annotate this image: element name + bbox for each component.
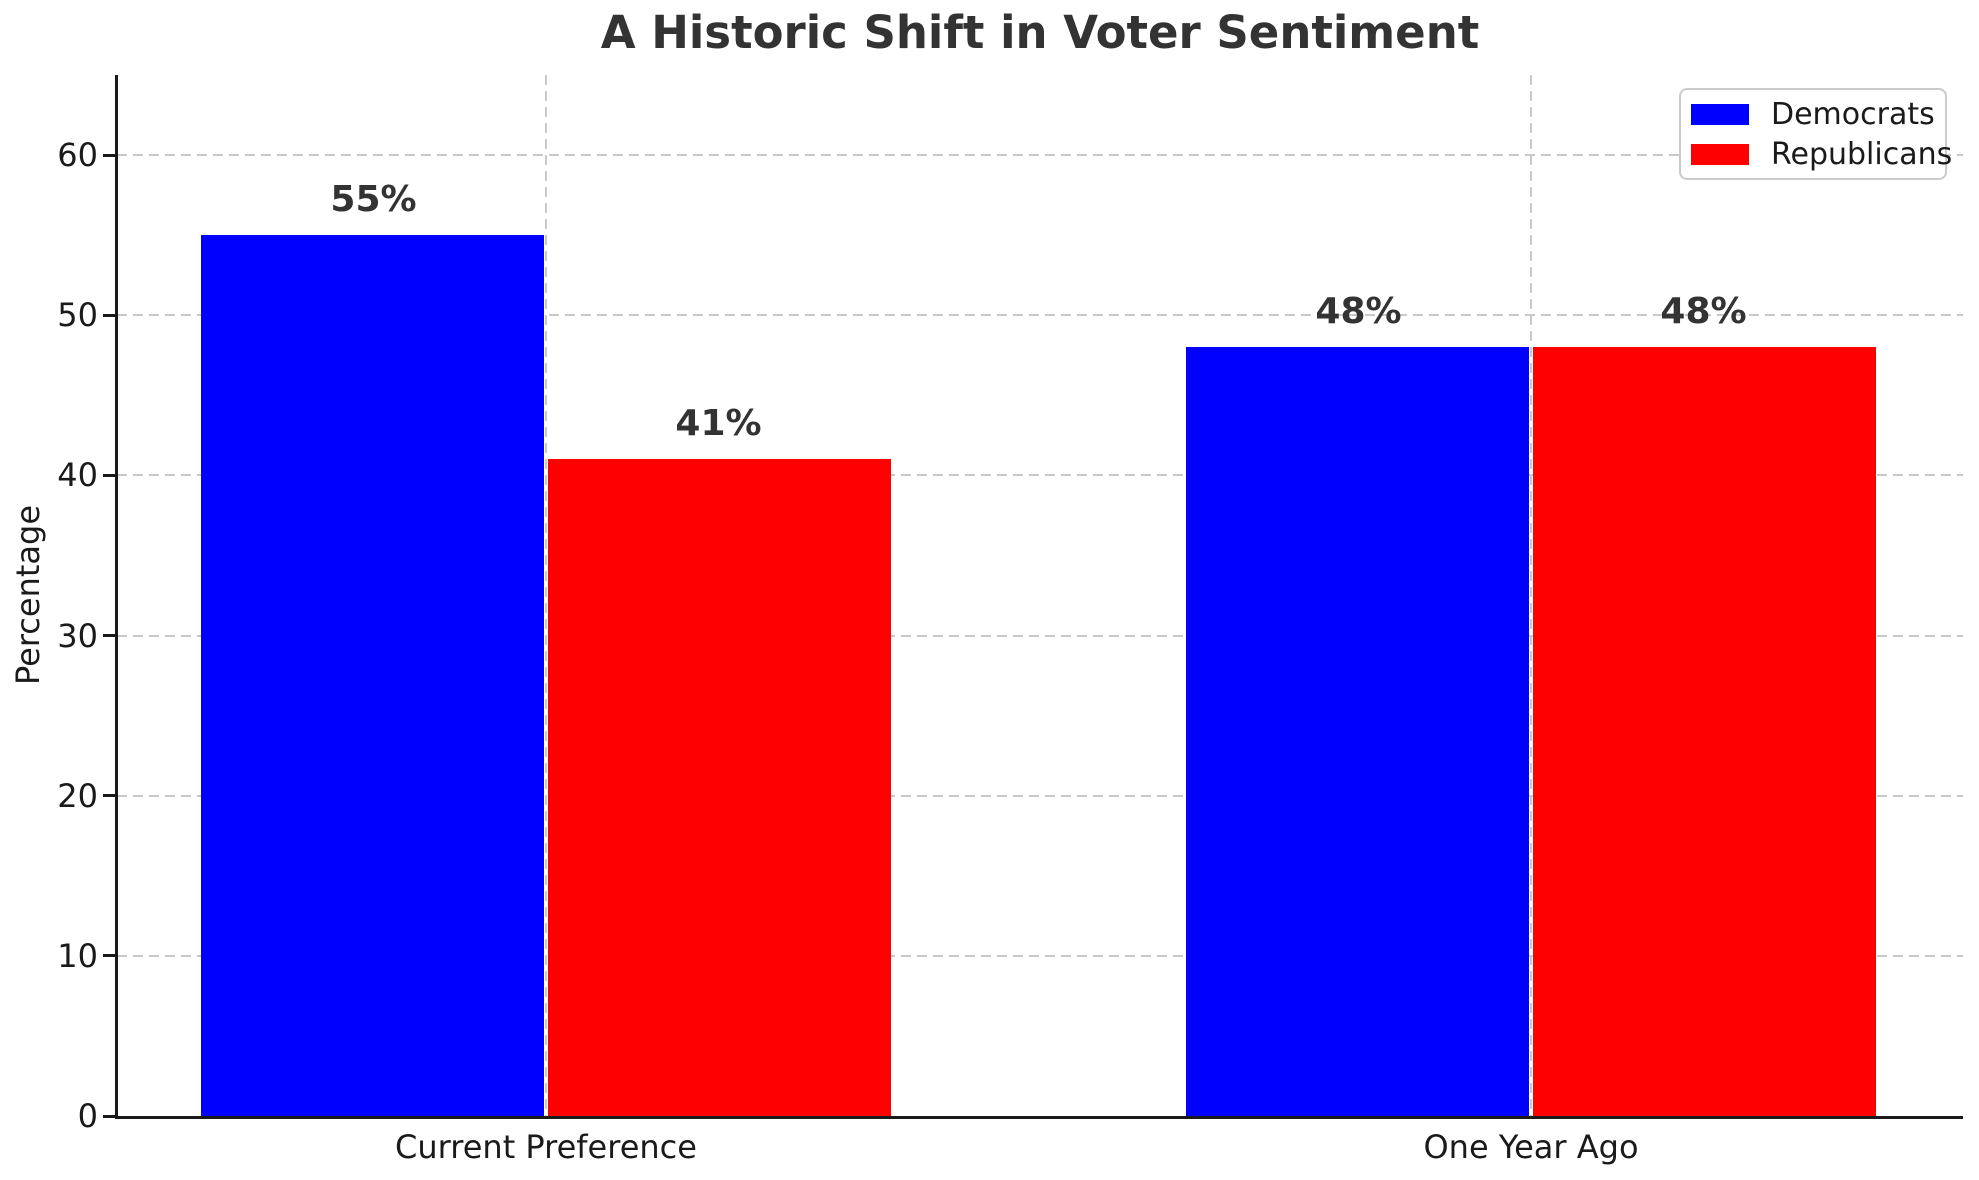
horizontal-gridline xyxy=(117,634,1963,637)
democrats-bar xyxy=(201,235,544,1116)
y-tick-label: 60 xyxy=(57,136,98,175)
horizontal-gridline xyxy=(117,954,1963,957)
vertical-gridline xyxy=(545,75,547,1116)
y-tick-mark xyxy=(103,1114,115,1118)
legend-label-republicans: Republicans xyxy=(1771,136,1953,172)
x-axis-spine xyxy=(115,1116,1963,1119)
bar-value-label: 48% xyxy=(1660,291,1747,333)
y-tick-mark xyxy=(103,473,115,477)
y-tick-mark xyxy=(103,634,115,638)
y-tick-label: 30 xyxy=(57,616,98,655)
y-tick-mark xyxy=(103,794,115,798)
horizontal-gridline xyxy=(117,314,1963,317)
y-tick-label: 40 xyxy=(57,456,98,495)
legend-item-republicans: Republicans xyxy=(1681,135,1952,173)
y-tick-label: 50 xyxy=(57,296,98,335)
bar-value-label: 48% xyxy=(1315,291,1402,333)
y-tick-label: 20 xyxy=(57,776,98,815)
chart-title: A Historic Shift in Voter Sentiment xyxy=(600,6,1480,59)
horizontal-gridline xyxy=(117,154,1963,157)
republicans-bar xyxy=(548,459,891,1116)
democrats-swatch-icon xyxy=(1691,103,1749,125)
bar-value-label: 41% xyxy=(675,403,762,445)
legend-label-democrats: Democrats xyxy=(1771,96,1935,132)
y-tick-mark xyxy=(103,313,115,317)
bar-value-label: 55% xyxy=(330,179,417,221)
y-tick-mark xyxy=(103,153,115,157)
legend: Democrats Republicans xyxy=(1679,88,1952,180)
y-tick-label: 10 xyxy=(57,936,98,975)
x-tick-label: One Year Ago xyxy=(1423,1128,1639,1166)
y-tick-label: 0 xyxy=(77,1097,98,1135)
horizontal-gridline xyxy=(117,794,1963,797)
horizontal-gridline xyxy=(117,474,1963,477)
democrats-bar xyxy=(1186,347,1529,1116)
y-tick-mark xyxy=(103,954,115,958)
vertical-gridline xyxy=(1530,75,1532,1116)
x-tick-label: Current Preference xyxy=(395,1128,697,1166)
republicans-bar xyxy=(1533,347,1876,1116)
republicans-swatch-icon xyxy=(1691,143,1749,165)
y-axis-spine xyxy=(115,75,118,1119)
legend-item-democrats: Democrats xyxy=(1681,95,1945,133)
